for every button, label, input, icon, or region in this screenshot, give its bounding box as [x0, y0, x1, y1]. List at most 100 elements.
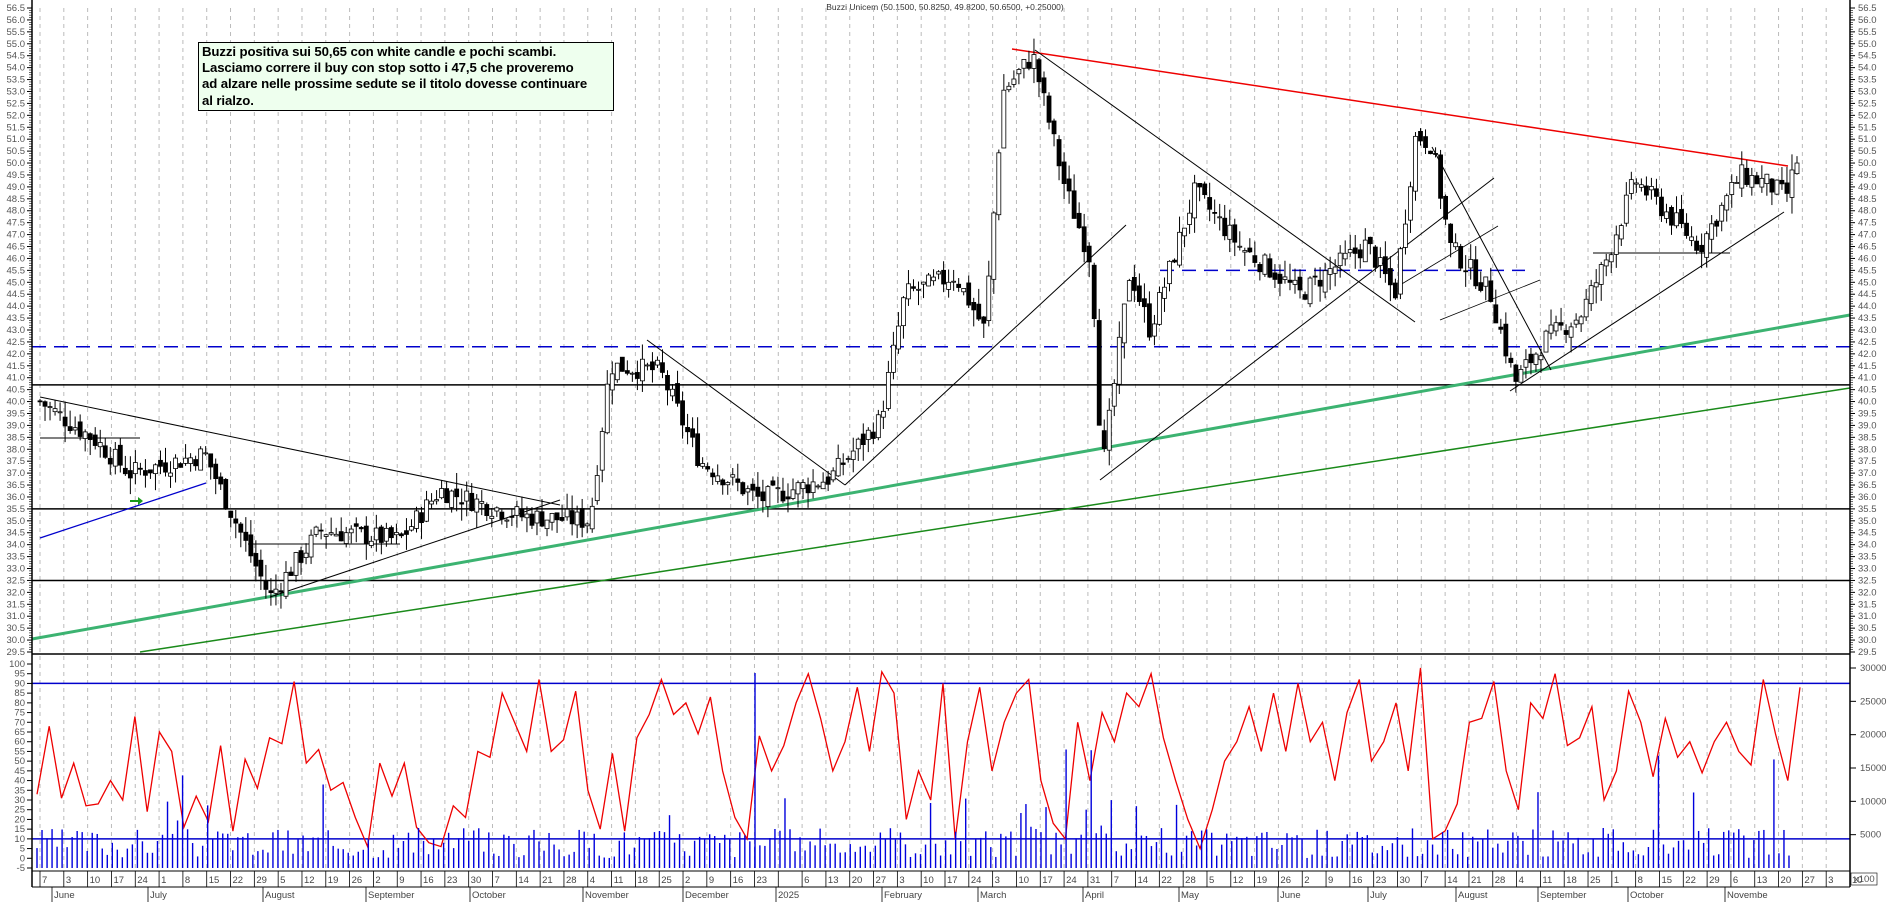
svg-text:3: 3 [995, 875, 1000, 886]
svg-text:51.5: 51.5 [7, 122, 26, 133]
svg-text:40.5: 40.5 [1858, 385, 1877, 396]
svg-text:46.5: 46.5 [7, 242, 26, 253]
svg-text:70: 70 [14, 717, 25, 728]
svg-text:11: 11 [614, 875, 624, 886]
svg-text:21: 21 [542, 875, 553, 886]
svg-text:7: 7 [1423, 875, 1428, 886]
svg-text:23: 23 [447, 875, 458, 886]
svg-text:55: 55 [14, 746, 25, 757]
svg-text:38.5: 38.5 [1858, 432, 1877, 443]
volume-bars [36, 673, 1790, 868]
candlesticks [37, 38, 1800, 609]
svg-text:May: May [1181, 890, 1199, 901]
svg-text:33.5: 33.5 [7, 552, 26, 563]
svg-text:40.0: 40.0 [1858, 397, 1877, 408]
svg-text:35.0: 35.0 [1858, 516, 1877, 527]
svg-text:34.5: 34.5 [1858, 528, 1877, 539]
svg-text:45.5: 45.5 [1858, 265, 1877, 276]
svg-text:19: 19 [328, 875, 339, 886]
svg-text:53.5: 53.5 [7, 75, 26, 86]
svg-text:11: 11 [1542, 875, 1552, 886]
svg-text:51.0: 51.0 [1858, 134, 1877, 145]
svg-text:48.0: 48.0 [1858, 206, 1877, 217]
svg-text:2: 2 [685, 875, 690, 886]
svg-text:36.5: 36.5 [7, 480, 26, 491]
svg-text:47.5: 47.5 [1858, 218, 1877, 229]
horizontal-levels [32, 269, 1850, 582]
green-arrow-icon [130, 497, 143, 505]
svg-text:52.5: 52.5 [1858, 98, 1877, 109]
svg-text:48.0: 48.0 [7, 206, 26, 217]
svg-text:16: 16 [423, 875, 434, 886]
svg-text:55.5: 55.5 [1858, 27, 1877, 38]
svg-text:85: 85 [14, 688, 25, 699]
svg-text:42.5: 42.5 [1858, 337, 1877, 348]
trendlines [31, 48, 1851, 653]
svg-text:15: 15 [14, 824, 25, 835]
svg-text:43.5: 43.5 [1858, 313, 1877, 324]
svg-text:40.5: 40.5 [7, 385, 26, 396]
svg-text:28: 28 [1185, 875, 1196, 886]
svg-text:13: 13 [828, 875, 839, 886]
svg-text:December: December [685, 890, 729, 901]
svg-text:31.0: 31.0 [7, 611, 26, 622]
svg-text:40.0: 40.0 [7, 397, 26, 408]
svg-text:39.0: 39.0 [7, 420, 26, 431]
svg-text:49.5: 49.5 [1858, 170, 1877, 181]
svg-text:45.0: 45.0 [7, 277, 26, 288]
svg-text:29.5: 29.5 [1858, 647, 1877, 658]
svg-text:33.5: 33.5 [1858, 552, 1877, 563]
svg-text:21: 21 [1471, 875, 1482, 886]
svg-text:30.5: 30.5 [7, 623, 26, 634]
svg-text:24: 24 [971, 875, 982, 886]
svg-text:53.0: 53.0 [7, 86, 26, 97]
svg-text:34.0: 34.0 [1858, 540, 1877, 551]
annotation-box: Buzzi positiva sui 50,65 con white candl… [198, 42, 614, 111]
svg-text:35.0: 35.0 [7, 516, 26, 527]
svg-text:23: 23 [1376, 875, 1387, 886]
svg-text:45: 45 [14, 766, 25, 777]
svg-text:38.5: 38.5 [7, 432, 26, 443]
svg-text:38.0: 38.0 [7, 444, 26, 455]
svg-text:54.0: 54.0 [1858, 63, 1877, 74]
svg-text:41.5: 41.5 [1858, 361, 1877, 372]
svg-text:47.0: 47.0 [7, 230, 26, 241]
svg-text:35: 35 [14, 785, 25, 796]
svg-text:23: 23 [756, 875, 767, 886]
svg-text:2025: 2025 [778, 890, 799, 901]
svg-text:August: August [265, 890, 295, 901]
svg-text:10: 10 [1018, 875, 1029, 886]
svg-text:4: 4 [590, 875, 595, 886]
svg-text:44.5: 44.5 [1858, 289, 1877, 300]
svg-text:39.5: 39.5 [1858, 408, 1877, 419]
svg-text:18: 18 [1566, 875, 1577, 886]
svg-text:9: 9 [709, 875, 714, 886]
svg-text:30: 30 [14, 795, 25, 806]
svg-text:46.5: 46.5 [1858, 242, 1877, 253]
svg-text:49.0: 49.0 [1858, 182, 1877, 193]
svg-text:17: 17 [1042, 875, 1053, 886]
svg-text:41.5: 41.5 [7, 361, 26, 372]
svg-text:9: 9 [1328, 875, 1333, 886]
svg-text:10: 10 [923, 875, 934, 886]
svg-text:49.0: 49.0 [7, 182, 26, 193]
svg-text:5000: 5000 [1860, 830, 1881, 841]
svg-text:7: 7 [42, 875, 47, 886]
svg-text:September: September [368, 890, 414, 901]
svg-text:22: 22 [233, 875, 244, 886]
svg-text:25: 25 [1590, 875, 1601, 886]
svg-text:55.0: 55.0 [1858, 39, 1877, 50]
svg-text:26: 26 [352, 875, 363, 886]
svg-text:49.5: 49.5 [7, 170, 26, 181]
svg-text:36.0: 36.0 [1858, 492, 1877, 503]
annotation-line-1: Buzzi positiva sui 50,65 con white candl… [202, 44, 557, 59]
svg-text:41.0: 41.0 [1858, 373, 1877, 384]
svg-text:32.0: 32.0 [1858, 587, 1877, 598]
svg-text:3: 3 [66, 875, 71, 886]
svg-text:3: 3 [1828, 875, 1833, 886]
svg-text:July: July [1370, 890, 1387, 901]
svg-text:29: 29 [1709, 875, 1720, 886]
svg-text:2: 2 [375, 875, 380, 886]
svg-text:56.0: 56.0 [1858, 15, 1877, 26]
